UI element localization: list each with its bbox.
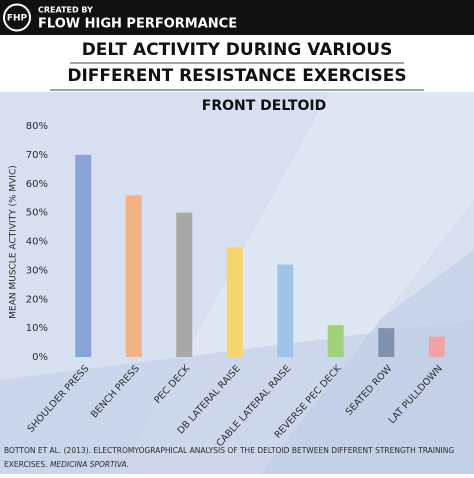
background-shape bbox=[0, 320, 474, 474]
citation-text: BOTTON ET AL. (2013). ELECTROMYOGRAPHICA… bbox=[4, 446, 454, 455]
bar bbox=[277, 264, 294, 357]
y-tick-label: 40% bbox=[26, 237, 48, 248]
y-tick-label: 50% bbox=[26, 208, 48, 219]
y-tick-label: 60% bbox=[26, 179, 48, 190]
journal: MEDICINA SPORTIVA. bbox=[50, 460, 129, 469]
y-tick-label: 0% bbox=[32, 352, 48, 363]
header-bar bbox=[0, 0, 474, 35]
y-tick-label: 70% bbox=[26, 150, 48, 161]
y-axis-label: MEAN MUSCLE ACTIVITY (% MVIC) bbox=[9, 165, 19, 319]
bar bbox=[378, 328, 395, 357]
logo-ring bbox=[3, 3, 31, 32]
chart-subtitle: FRONT DELTOID bbox=[202, 98, 326, 114]
bar bbox=[226, 247, 243, 357]
logo: FHP bbox=[7, 14, 28, 24]
bar bbox=[176, 212, 193, 357]
bar bbox=[428, 336, 445, 357]
y-tick-label: 20% bbox=[26, 294, 48, 305]
citation-line2: EXERCISES. MEDICINA SPORTIVA. bbox=[4, 460, 129, 469]
bar bbox=[327, 325, 344, 357]
citation-text: EXERCISES. bbox=[4, 460, 50, 469]
chart-title: DELT ACTIVITY DURING VARIOUS bbox=[82, 40, 393, 60]
citation: BOTTON ET AL. (2013). ELECTROMYOGRAPHICA… bbox=[4, 446, 454, 455]
created-by: CREATED BY bbox=[38, 6, 93, 15]
bar bbox=[75, 154, 92, 357]
chart-title: DIFFERENT RESISTANCE EXERCISES bbox=[67, 66, 406, 86]
bar bbox=[125, 195, 142, 357]
y-tick-label: 30% bbox=[26, 265, 48, 276]
y-tick-label: 80% bbox=[26, 121, 48, 132]
y-tick-label: 10% bbox=[26, 323, 48, 334]
brand: FLOW HIGH PERFORMANCE bbox=[38, 17, 237, 32]
